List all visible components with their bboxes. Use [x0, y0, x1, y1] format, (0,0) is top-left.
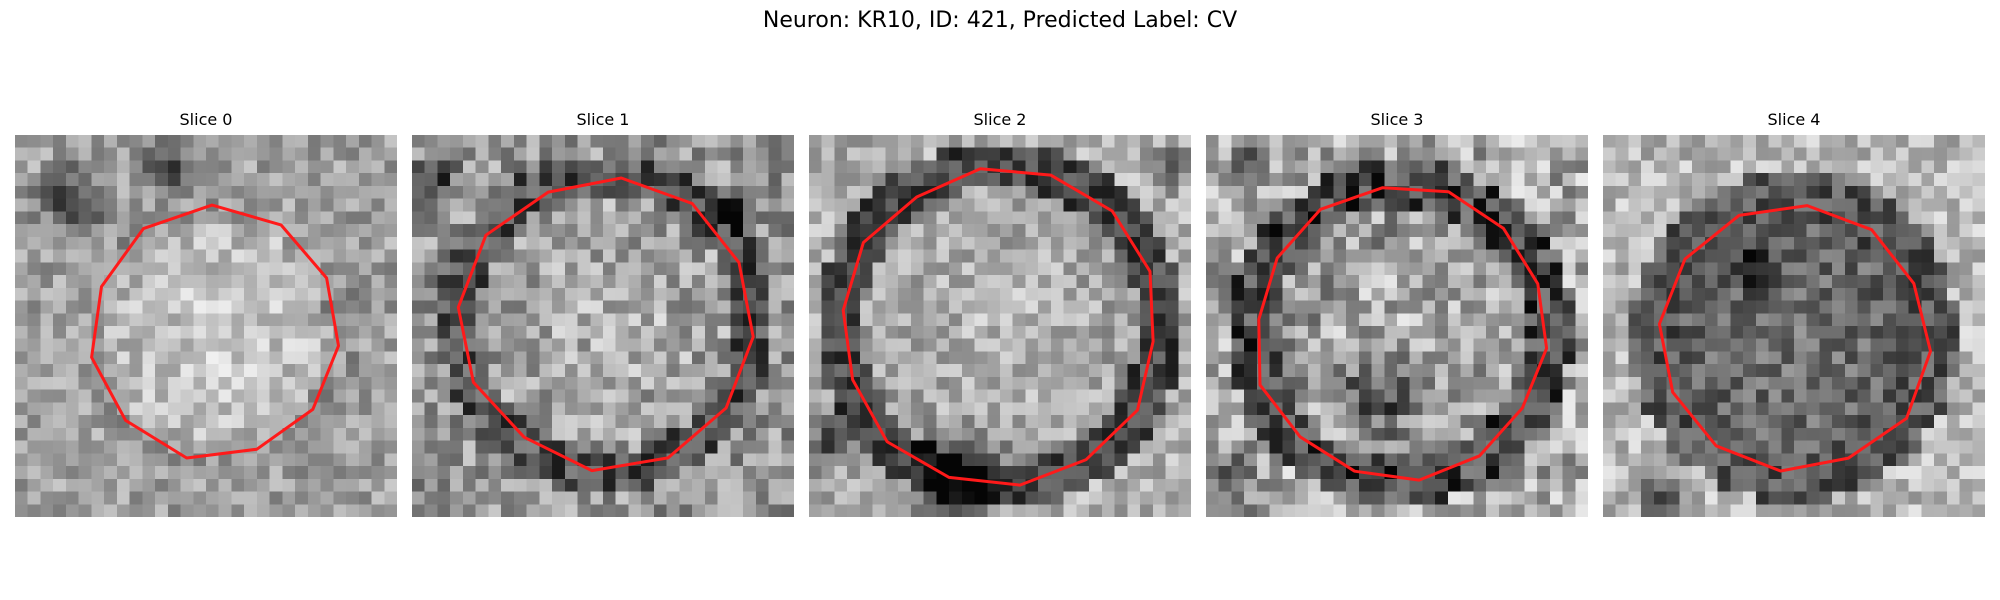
pixel-grid: [412, 135, 794, 517]
slice-panel-3: Slice 3: [1206, 108, 1588, 517]
slice-panel-4: Slice 4: [1603, 108, 1985, 517]
figure-title: Neuron: KR10, ID: 421, Predicted Label: …: [762, 8, 1238, 33]
pixel-grid: [809, 135, 1191, 517]
slice-title-0: Slice 0: [179, 110, 233, 129]
pixel-grid: [1206, 135, 1588, 517]
roi-contour: [841, 167, 1155, 487]
slice-svg-4: [1603, 135, 1985, 517]
roi-contour: [1657, 204, 1932, 473]
slice-svg-2: [809, 135, 1191, 517]
slice-title-1: Slice 1: [576, 110, 630, 129]
slice-title-2: Slice 2: [973, 110, 1027, 129]
roi-contour: [456, 176, 755, 473]
roi-contour: [90, 203, 340, 460]
pixel-grid: [15, 135, 397, 517]
slice-image-1: [412, 135, 794, 517]
slice-panel-1: Slice 1: [412, 108, 794, 517]
pixel-grid: [1603, 135, 1985, 517]
slice-svg-0: [15, 135, 397, 517]
slice-svg-3: [1206, 135, 1588, 517]
slice-svg-1: [412, 135, 794, 517]
slice-image-3: [1206, 135, 1588, 517]
slice-image-0: [15, 135, 397, 517]
slice-title-4: Slice 4: [1767, 110, 1821, 129]
slice-panel-0: Slice 0: [15, 108, 397, 517]
slice-panel-2: Slice 2: [809, 108, 1191, 517]
slice-title-3: Slice 3: [1370, 110, 1424, 129]
slice-image-4: [1603, 135, 1985, 517]
slice-image-2: [809, 135, 1191, 517]
roi-contour: [1257, 186, 1549, 482]
